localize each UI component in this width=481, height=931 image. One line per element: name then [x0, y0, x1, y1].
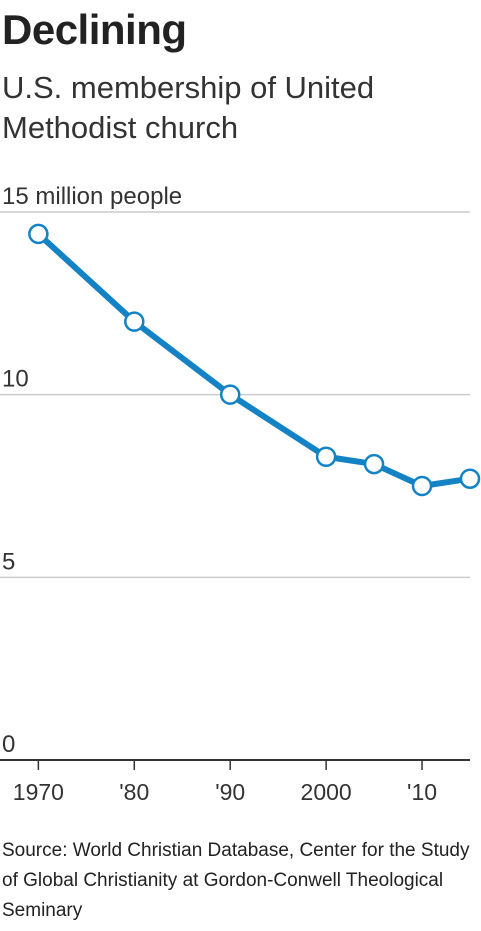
y-tick-label: 5	[2, 548, 15, 575]
data-point	[363, 453, 385, 475]
source-note: Source: World Christian Database, Center…	[2, 840, 470, 921]
x-tick-label: '80	[119, 779, 149, 805]
data-point	[219, 384, 241, 405]
data-point	[124, 311, 145, 332]
chart-title: Declining	[2, 6, 187, 53]
x-tick-label: '90	[215, 779, 245, 805]
data-point	[411, 475, 433, 497]
x-tick-label: 2000	[301, 779, 352, 805]
y-tick-label: 0	[2, 731, 15, 758]
x-tick-label: 1970	[13, 779, 64, 805]
x-tick-label: '10	[407, 779, 437, 805]
data-point	[28, 223, 49, 245]
chart-subtitle: U.S. membership of United Methodist chur…	[2, 70, 375, 145]
y-tick-label: 10	[2, 366, 29, 393]
data-point	[459, 468, 481, 489]
data-line	[36, 231, 471, 489]
chart: 0 5 10 15 million people 1970 '80 '90 2000 '10	[0, 183, 481, 805]
y-tick-label: 15 million people	[2, 183, 182, 210]
data-point	[315, 446, 337, 468]
